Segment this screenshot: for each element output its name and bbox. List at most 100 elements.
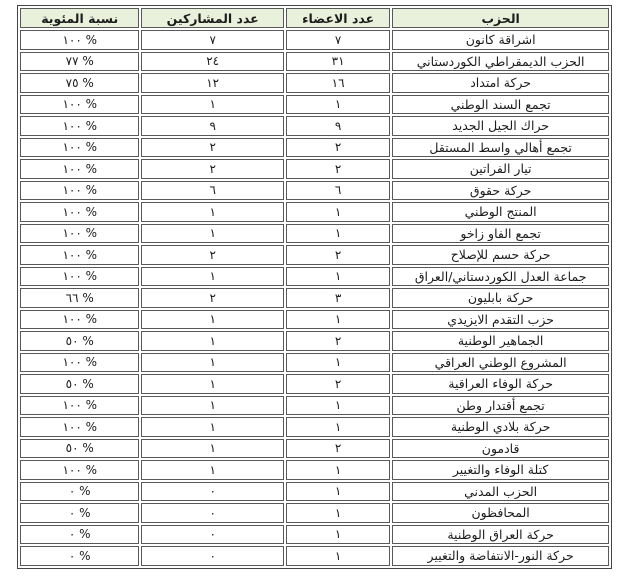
percentage-cell: ١٠٠ % (20, 94, 140, 114)
members-count-cell: ١ (285, 395, 391, 415)
members-count-cell: ٩ (285, 116, 391, 136)
party-name-cell: تجمع الفاو زاخو (392, 223, 609, 243)
party-name-cell: الحزب الديمقراطي الكوردستاني (392, 51, 609, 71)
participants-count-cell: ٦ (141, 180, 284, 200)
table-row: تجمع الفاو زاخو ١ ١ ١٠٠ % (20, 223, 609, 243)
participants-count-cell: ١ (141, 460, 284, 480)
party-name-cell: حركة امتداد (392, 73, 609, 93)
table-body: اشراقة كانون ٧ ٧ ١٠٠ % الحزب الديمقراطي … (20, 30, 609, 566)
party-name-cell: تجمع أقتدار وطن (392, 395, 609, 415)
table-row: حركة بابليون ٣ ٢ ٦٦ % (20, 288, 609, 308)
members-count-cell: ٣١ (285, 51, 391, 71)
participants-count-cell: ٢ (141, 159, 284, 179)
percentage-cell: ٠ % (20, 481, 140, 501)
percentage-cell: ١٠٠ % (20, 30, 140, 50)
party-name-cell: حركة بلادي الوطنية (392, 417, 609, 437)
members-count-cell: ٧ (285, 30, 391, 50)
header-cell-percentage: نسبة المئوية (20, 8, 140, 28)
table-row: حركة حقوق ٦ ٦ ١٠٠ % (20, 180, 609, 200)
header-cell-party: الحزب (392, 8, 609, 28)
members-count-cell: ١ (285, 202, 391, 222)
party-name-cell: جماعة العدل الكوردستاني/العراق (392, 266, 609, 286)
table-row: حركة النور-الانتفاضة والتغيير ١ ٠ ٠ % (20, 546, 609, 566)
table-row: حزب التقدم الايزيدي ١ ١ ١٠٠ % (20, 309, 609, 329)
members-count-cell: ١ (285, 503, 391, 523)
table-row: حركة بلادي الوطنية ١ ١ ١٠٠ % (20, 417, 609, 437)
party-name-cell: اشراقة كانون (392, 30, 609, 50)
table-row: المحافظون ١ ٠ ٠ % (20, 503, 609, 523)
percentage-cell: ١٠٠ % (20, 202, 140, 222)
table-row: المشروع الوطني العراقي ١ ١ ١٠٠ % (20, 352, 609, 372)
table-row: الحزب الديمقراطي الكوردستاني ٣١ ٢٤ ٧٧ % (20, 51, 609, 71)
members-count-cell: ١ (285, 524, 391, 544)
participants-count-cell: ١ (141, 417, 284, 437)
party-name-cell: كتلة الوفاء والتغيير (392, 460, 609, 480)
percentage-cell: ٦٦ % (20, 288, 140, 308)
participants-count-cell: ٢ (141, 245, 284, 265)
percentage-cell: ١٠٠ % (20, 137, 140, 157)
members-count-cell: ١٦ (285, 73, 391, 93)
table-row: تجمع السند الوطني ١ ١ ١٠٠ % (20, 94, 609, 114)
participants-count-cell: ١٢ (141, 73, 284, 93)
table-row: الجماهير الوطنية ٢ ١ ٥٠ % (20, 331, 609, 351)
participants-count-cell: ١ (141, 266, 284, 286)
table-row: حركة حسم للإصلاح ٢ ٢ ١٠٠ % (20, 245, 609, 265)
members-count-cell: ٢ (285, 438, 391, 458)
percentage-cell: ١٠٠ % (20, 417, 140, 437)
participants-count-cell: ١ (141, 331, 284, 351)
party-name-cell: المنتج الوطني (392, 202, 609, 222)
participants-count-cell: ١ (141, 202, 284, 222)
members-count-cell: ٢ (285, 137, 391, 157)
percentage-cell: ٠ % (20, 524, 140, 544)
percentage-cell: ١٠٠ % (20, 460, 140, 480)
participants-count-cell: ١ (141, 395, 284, 415)
percentage-cell: ٧٧ % (20, 51, 140, 71)
party-name-cell: حركة حسم للإصلاح (392, 245, 609, 265)
party-name-cell: المشروع الوطني العراقي (392, 352, 609, 372)
participants-count-cell: ٢٤ (141, 51, 284, 71)
party-name-cell: حركة حقوق (392, 180, 609, 200)
table-row: حراك الجيل الجديد ٩ ٩ ١٠٠ % (20, 116, 609, 136)
party-name-cell: تجمع السند الوطني (392, 94, 609, 114)
table-row: المنتج الوطني ١ ١ ١٠٠ % (20, 202, 609, 222)
participants-count-cell: ١ (141, 309, 284, 329)
members-count-cell: ٢ (285, 331, 391, 351)
percentage-cell: ٥٠ % (20, 438, 140, 458)
participants-count-cell: ١ (141, 352, 284, 372)
party-name-cell: حركة الوفاء العراقية (392, 374, 609, 394)
party-name-cell: حركة العراق الوطنية (392, 524, 609, 544)
participants-count-cell: ١ (141, 223, 284, 243)
party-name-cell: الحزب المدني (392, 481, 609, 501)
percentage-cell: ١٠٠ % (20, 309, 140, 329)
party-name-cell: تيار الفراتين (392, 159, 609, 179)
party-name-cell: تجمع أهالي واسط المستقل (392, 137, 609, 157)
table-row: الحزب المدني ١ ٠ ٠ % (20, 481, 609, 501)
party-name-cell: حركة النور-الانتفاضة والتغيير (392, 546, 609, 566)
party-name-cell: حركة بابليون (392, 288, 609, 308)
table-row: جماعة العدل الكوردستاني/العراق ١ ١ ١٠٠ % (20, 266, 609, 286)
percentage-cell: ١٠٠ % (20, 180, 140, 200)
table-row: حركة العراق الوطنية ١ ٠ ٠ % (20, 524, 609, 544)
members-count-cell: ٢ (285, 374, 391, 394)
party-name-cell: الجماهير الوطنية (392, 331, 609, 351)
party-name-cell: المحافظون (392, 503, 609, 523)
participants-count-cell: ١ (141, 438, 284, 458)
percentage-cell: ٠ % (20, 503, 140, 523)
members-count-cell: ١ (285, 546, 391, 566)
members-count-cell: ١ (285, 352, 391, 372)
table-row: تجمع أهالي واسط المستقل ٢ ٢ ١٠٠ % (20, 137, 609, 157)
percentage-cell: ١٠٠ % (20, 395, 140, 415)
members-count-cell: ١ (285, 309, 391, 329)
parties-results-table: الحزب عدد الاعضاء عدد المشاركين نسبة الم… (17, 5, 612, 569)
participants-count-cell: ٢ (141, 288, 284, 308)
table-row: تيار الفراتين ٢ ٢ ١٠٠ % (20, 159, 609, 179)
members-count-cell: ٢ (285, 245, 391, 265)
percentage-cell: ١٠٠ % (20, 116, 140, 136)
table-row: كتلة الوفاء والتغيير ١ ١ ١٠٠ % (20, 460, 609, 480)
table-row: تجمع أقتدار وطن ١ ١ ١٠٠ % (20, 395, 609, 415)
table-header: الحزب عدد الاعضاء عدد المشاركين نسبة الم… (20, 8, 609, 28)
table-row: قادمون ٢ ١ ٥٠ % (20, 438, 609, 458)
participants-count-cell: ١ (141, 374, 284, 394)
percentage-cell: ٥٠ % (20, 331, 140, 351)
